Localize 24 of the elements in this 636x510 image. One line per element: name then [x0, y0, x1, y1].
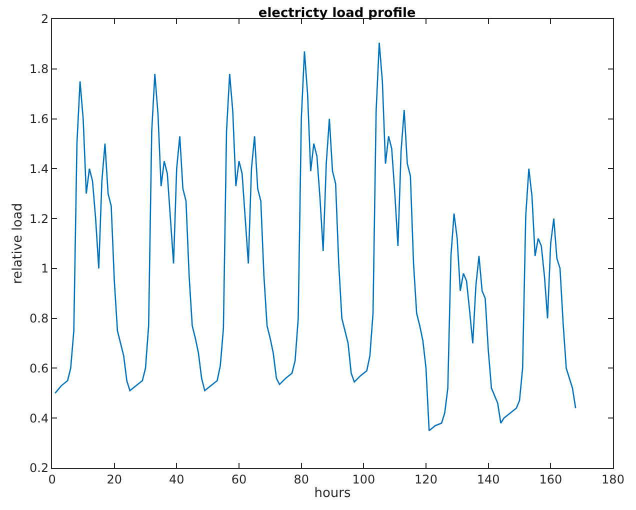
x-tick-label: 0	[48, 472, 56, 486]
y-tick-label: 0.8	[30, 312, 49, 326]
y-tick-label: 1.6	[30, 112, 49, 126]
x-tick-label: 40	[169, 472, 184, 486]
y-tick-label: 0.2	[30, 461, 49, 476]
x-tick-label: 180	[602, 472, 624, 486]
line-series	[54, 42, 576, 432]
y-tick-label: 0.6	[30, 361, 49, 376]
x-tick-label: 100	[352, 472, 376, 486]
y-axis-title: relative load	[10, 203, 26, 284]
y-tick-label: 1	[40, 262, 49, 276]
x-tick-label: 140	[476, 472, 500, 486]
y-tick-label: 2	[40, 12, 49, 26]
x-tick-label: 120	[414, 472, 438, 486]
x-tick-label: 60	[231, 472, 247, 486]
x-tick-label: 20	[106, 472, 122, 486]
y-tick-label: 1.2	[30, 212, 49, 226]
y-tick-label: 1.4	[30, 162, 49, 176]
y-tick-label: 1.8	[30, 62, 49, 76]
y-tick-label: 0.4	[30, 411, 49, 426]
x-axis-title: hours	[314, 486, 351, 501]
chart-title: electricty load profile	[258, 6, 416, 21]
x-tick-label: 160	[539, 472, 562, 486]
x-tick-label: 80	[294, 472, 309, 486]
